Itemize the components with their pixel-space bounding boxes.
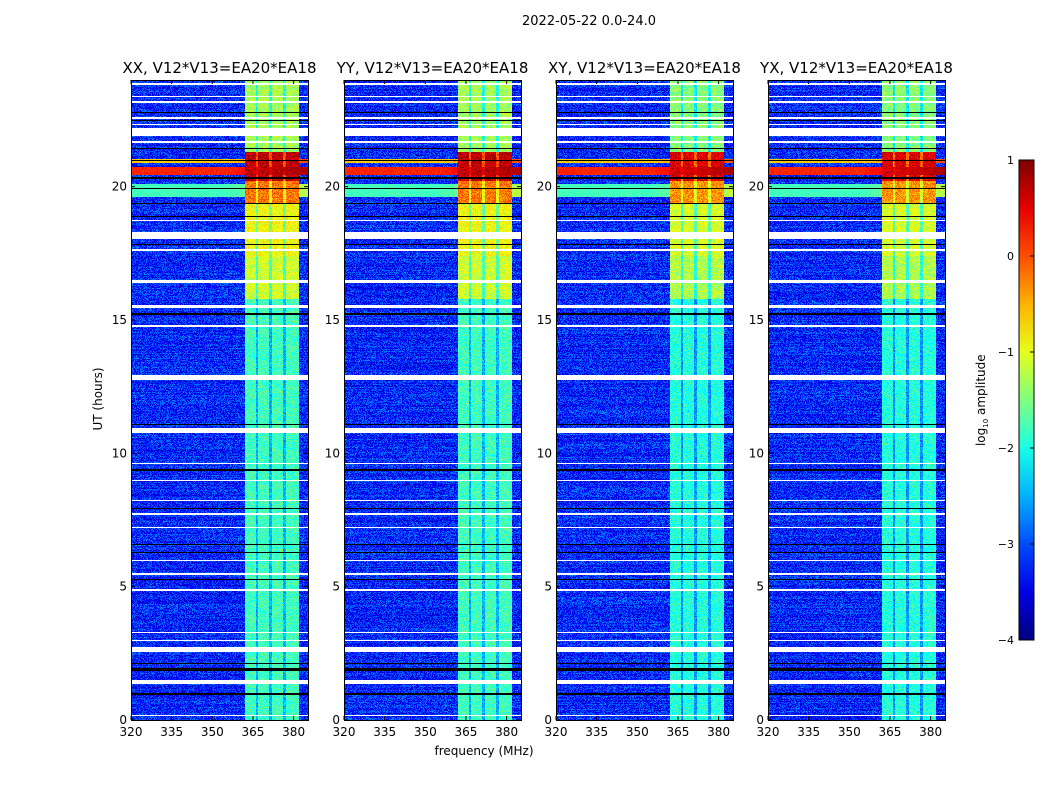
colorbar-tick-label: 1 <box>1007 154 1014 167</box>
y-tick-label: 15 <box>112 313 127 327</box>
y-tick-label: 5 <box>119 580 127 594</box>
x-tick-label: 365 <box>879 725 902 739</box>
chart-title: 2022-05-22 0.0-24.0 <box>522 14 656 29</box>
x-tick-label: 365 <box>455 725 478 739</box>
x-tick-label: 320 <box>333 725 356 739</box>
x-tick-label: 335 <box>160 725 183 739</box>
y-tick-label: 20 <box>112 180 127 194</box>
y-tick-label: 5 <box>544 580 552 594</box>
x-tick-label: 320 <box>757 725 780 739</box>
x-tick-label: 335 <box>373 725 396 739</box>
heatmap-panel-4 <box>768 80 945 720</box>
x-tick-label: 350 <box>838 725 861 739</box>
x-tick-label: 320 <box>545 725 568 739</box>
panel-frame-2 <box>344 80 522 721</box>
colorbar-label-rest: amplitude <box>973 354 988 419</box>
x-axis-label: frequency (MHz) <box>434 744 534 758</box>
colorbar-tick-label: −3 <box>998 538 1014 551</box>
y-tick-label: 10 <box>325 446 340 460</box>
colorbar-tick-label: −4 <box>998 634 1014 647</box>
panel-title-1: XX, V12*V13=EA20*EA18 <box>122 59 316 77</box>
x-tick-label: 335 <box>585 725 608 739</box>
y-tick-label: 5 <box>756 580 764 594</box>
y-tick-label: 0 <box>119 713 127 727</box>
x-tick-label: 350 <box>414 725 437 739</box>
y-axis-label: UT (hours) <box>91 367 105 431</box>
colorbar-tick-label: 0 <box>1007 250 1014 263</box>
y-tick-label: 15 <box>325 313 340 327</box>
panel-frame-4 <box>768 80 946 721</box>
x-tick-label: 350 <box>626 725 649 739</box>
y-tick-label: 15 <box>749 313 764 327</box>
y-tick-label: 20 <box>749 180 764 194</box>
y-tick-label: 20 <box>537 180 552 194</box>
x-tick-label: 365 <box>667 725 690 739</box>
x-tick-label: 380 <box>707 725 730 739</box>
colorbar <box>1018 159 1035 641</box>
colorbar-label-sub: 10 <box>982 418 991 428</box>
x-tick-label: 335 <box>797 725 820 739</box>
x-tick-label: 380 <box>282 725 305 739</box>
panel-frame-3 <box>556 80 734 721</box>
panel-frame-1 <box>131 80 309 721</box>
y-tick-label: 5 <box>332 580 340 594</box>
panel-title-4: YX, V12*V13=EA20*EA18 <box>759 59 953 77</box>
colorbar-tick-label: −1 <box>998 346 1014 359</box>
y-tick-label: 20 <box>325 180 340 194</box>
y-tick-label: 10 <box>749 446 764 460</box>
colorbar-label-base: log <box>973 427 988 447</box>
x-tick-label: 380 <box>495 725 518 739</box>
heatmap-panel-1 <box>131 80 308 720</box>
x-tick-label: 350 <box>201 725 224 739</box>
x-tick-label: 365 <box>242 725 265 739</box>
colorbar-tick-label: −2 <box>998 442 1014 455</box>
y-tick-label: 0 <box>756 713 764 727</box>
x-tick-label: 380 <box>919 725 942 739</box>
colorbar-label: log10 amplitude <box>974 340 990 460</box>
panel-title-2: YY, V12*V13=EA20*EA18 <box>336 59 529 77</box>
x-tick-label: 320 <box>120 725 143 739</box>
y-tick-label: 10 <box>537 446 552 460</box>
heatmap-panel-3 <box>556 80 733 720</box>
y-tick-label: 0 <box>332 713 340 727</box>
y-tick-label: 10 <box>112 446 127 460</box>
heatmap-panel-2 <box>344 80 521 720</box>
panel-title-3: XY, V12*V13=EA20*EA18 <box>548 59 741 77</box>
y-tick-label: 15 <box>537 313 552 327</box>
y-tick-label: 0 <box>544 713 552 727</box>
